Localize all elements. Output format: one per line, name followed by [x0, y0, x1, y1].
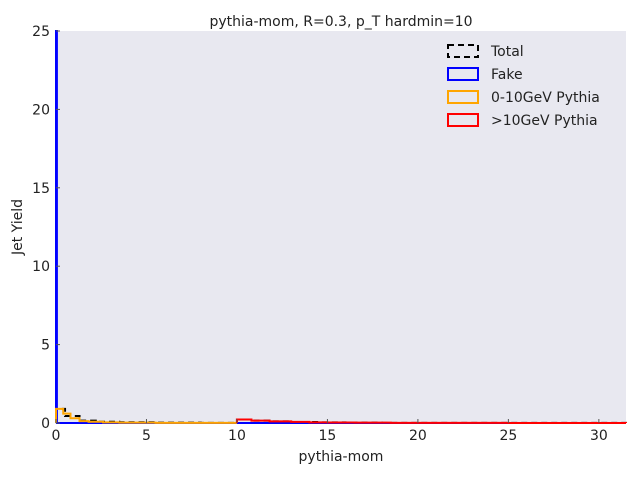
y-tick-label: 15 — [32, 181, 50, 197]
y-tick-label: 0 — [41, 416, 50, 432]
chart-title: pythia-mom, R=0.3, p_T hardmin=10 — [209, 14, 472, 30]
y-tick-label: 20 — [32, 102, 50, 118]
x-tick-label: 5 — [142, 428, 151, 444]
x-tick-label: 25 — [499, 428, 517, 444]
x-tick-label: 15 — [319, 428, 337, 444]
legend-swatch-0 — [447, 44, 479, 58]
legend-label-3: >10GeV Pythia — [491, 113, 598, 129]
x-tick-label: 0 — [52, 428, 61, 444]
legend: Total Fake 0-10GeV Pythia >10GeV Pythia — [447, 44, 600, 129]
legend-label-0: Total — [490, 44, 524, 60]
axes-layer: 0 5 10 15 20 25 30 0 5 10 15 20 25 — [32, 24, 608, 444]
plot-area — [56, 31, 626, 423]
y-tick-label: 5 — [41, 338, 50, 354]
x-axis-label: pythia-mom — [299, 449, 384, 465]
legend-swatch-2 — [447, 90, 479, 104]
legend-swatch-3 — [447, 113, 479, 127]
x-tick-label: 30 — [590, 428, 608, 444]
legend-label-1: Fake — [491, 67, 523, 83]
y-axis-label: Jet Yield — [10, 199, 26, 256]
y-tick-label: 10 — [32, 259, 50, 275]
y-tick-label: 25 — [32, 24, 50, 40]
legend-label-2: 0-10GeV Pythia — [491, 90, 600, 106]
series-line-2 — [55, 407, 238, 424]
legend-swatch-1 — [447, 67, 479, 81]
x-tick-label: 10 — [228, 428, 246, 444]
x-tick-label: 20 — [409, 428, 427, 444]
